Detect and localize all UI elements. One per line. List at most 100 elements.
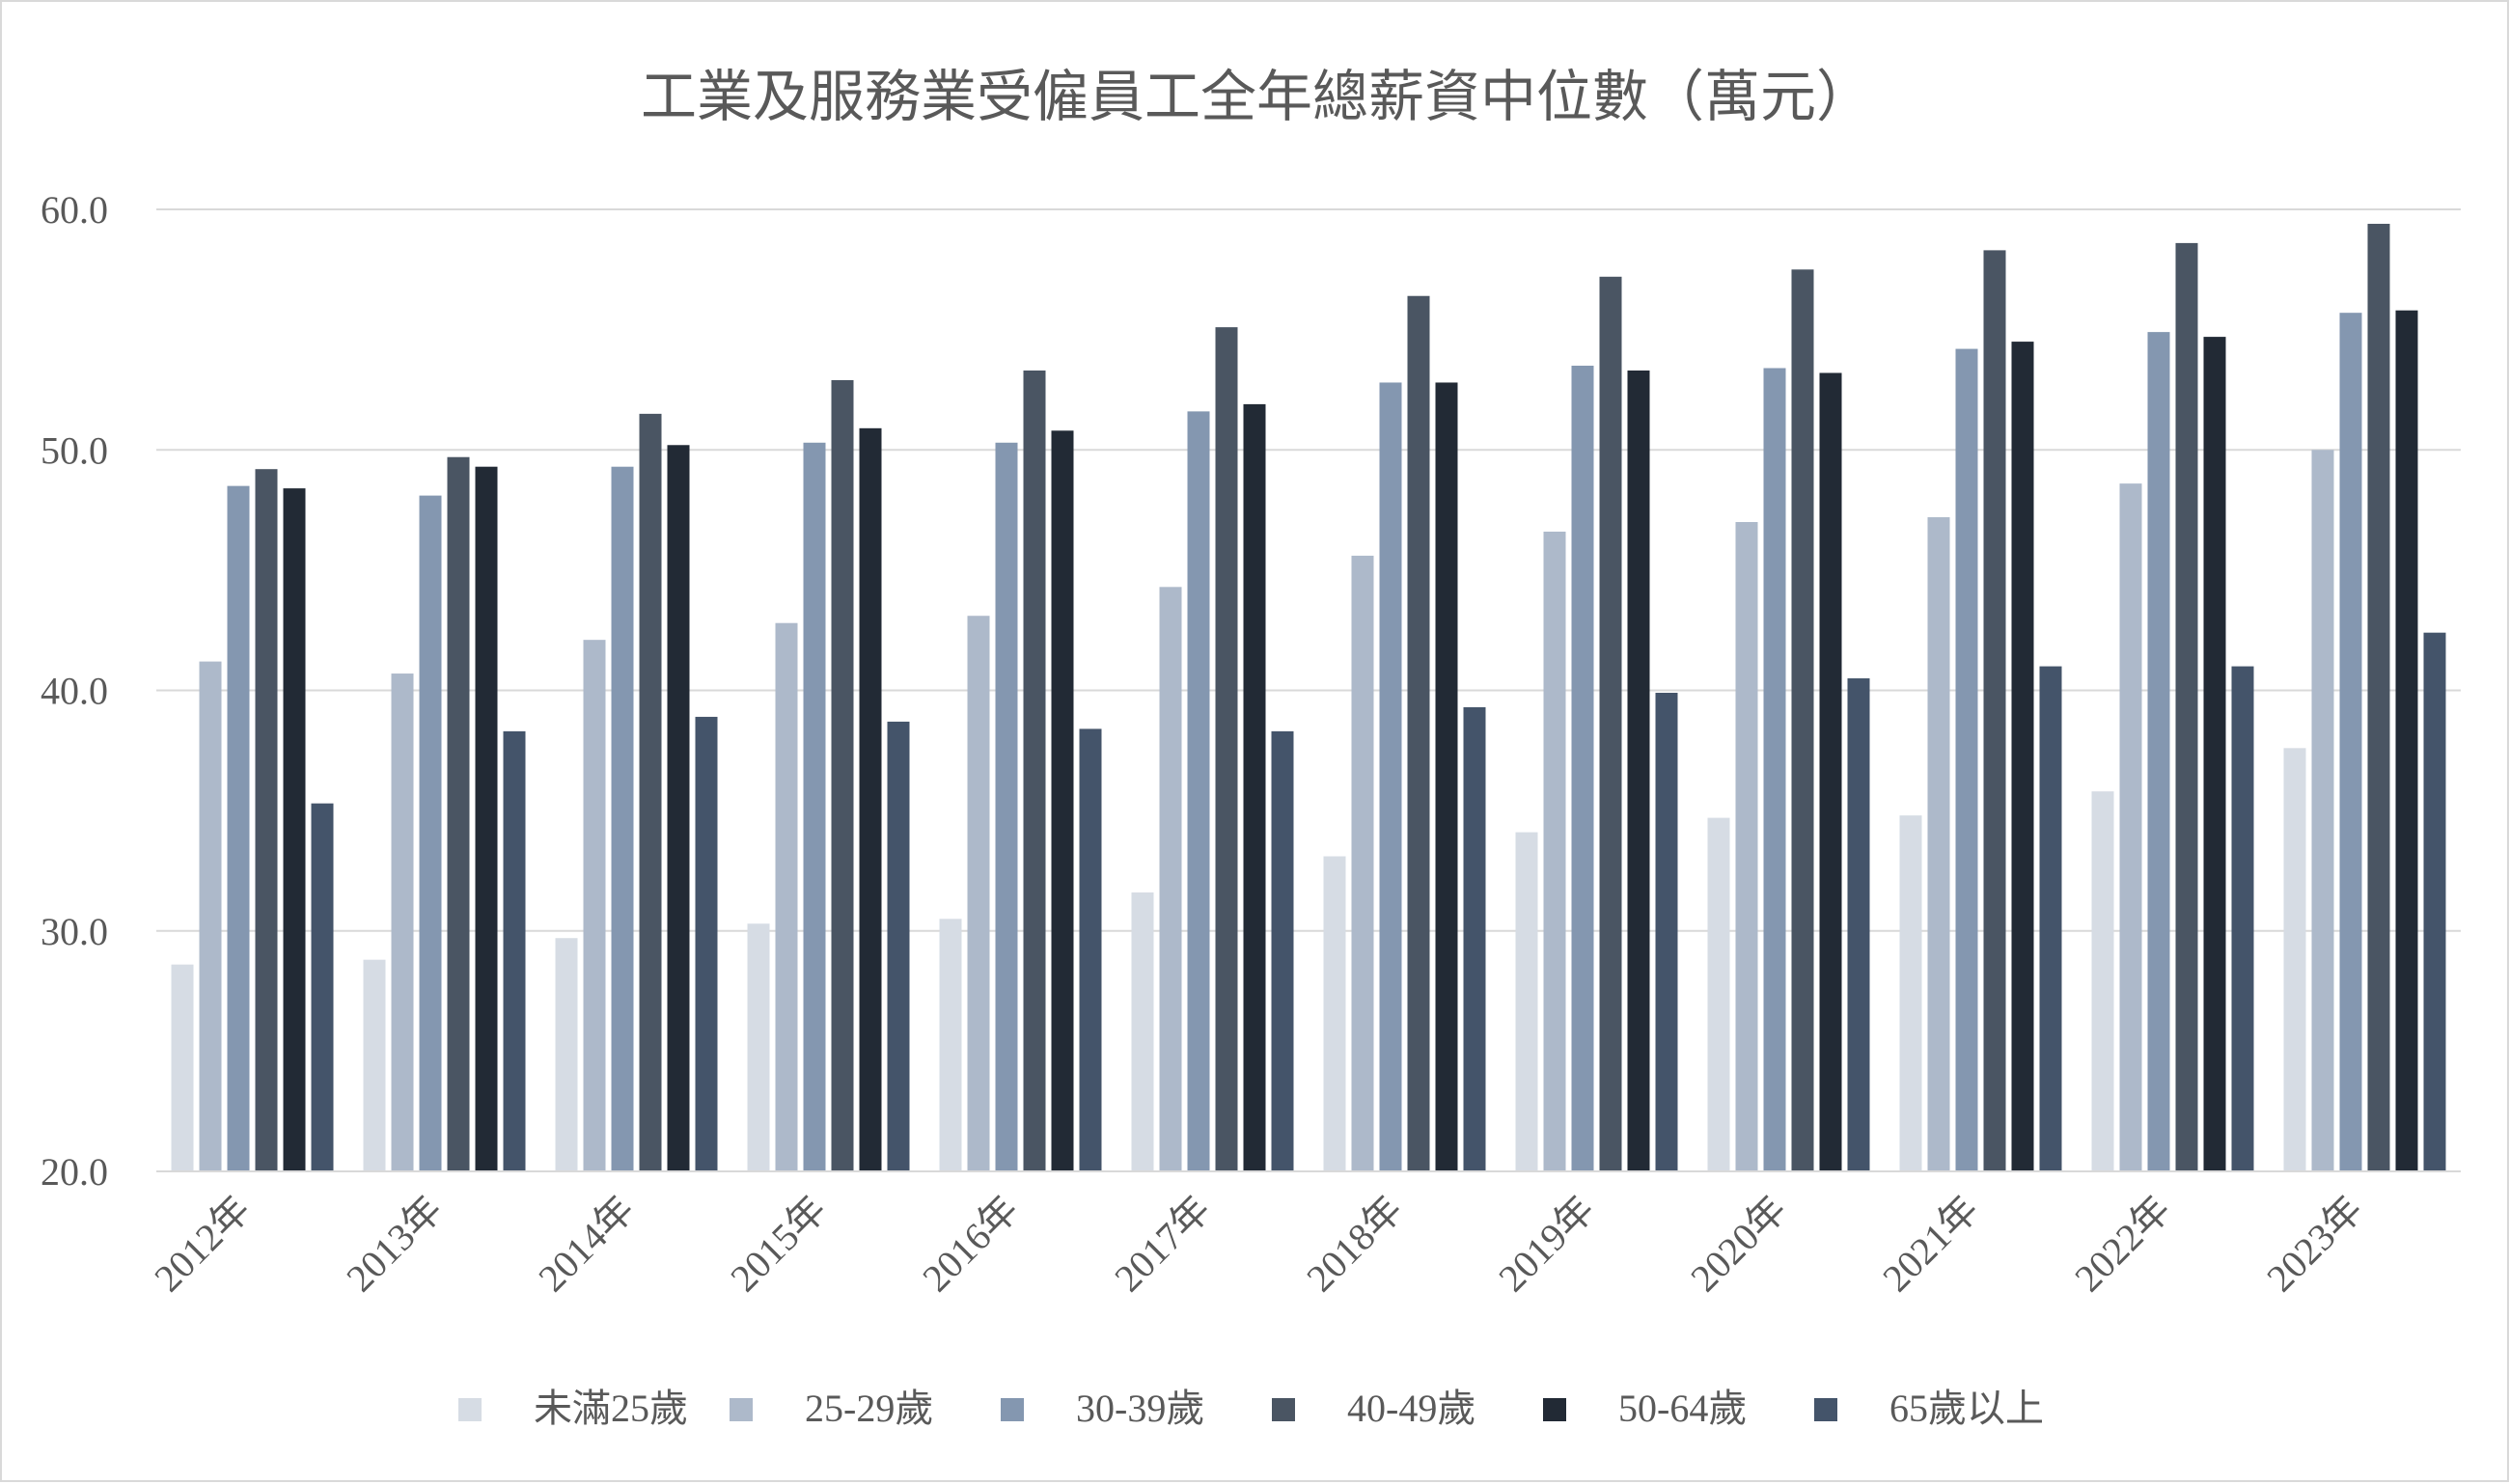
bar: [1543, 531, 1566, 1171]
x-tick-label: 2021年: [1874, 1188, 1987, 1301]
legend-label: 40-49歲: [1347, 1387, 1475, 1430]
bar: [2091, 791, 2114, 1171]
bar: [2119, 483, 2142, 1171]
x-tick-label: 2018年: [1298, 1188, 1411, 1301]
bar: [171, 964, 194, 1171]
legend-swatch: [1001, 1398, 1024, 1421]
bar: [2311, 450, 2334, 1171]
x-tick-label: 2023年: [2258, 1188, 2371, 1301]
bar: [199, 661, 222, 1171]
y-axis-ticks: 20.0 30.0 40.0 50.0 60.0: [41, 188, 108, 1194]
bar: [1707, 817, 1730, 1171]
bar: [1379, 382, 1402, 1172]
bar: [1271, 730, 1294, 1171]
bar: [887, 721, 910, 1171]
bars: [171, 223, 2446, 1172]
bar: [1763, 368, 1786, 1171]
bar: [695, 716, 718, 1171]
bar: [939, 919, 962, 1171]
bar: [1735, 522, 1758, 1171]
legend-swatch: [730, 1398, 753, 1421]
bar: [583, 640, 606, 1171]
x-tick-label: 2017年: [1106, 1188, 1219, 1301]
bar: [1159, 587, 1182, 1171]
bar: [2367, 223, 2390, 1171]
x-tick-label: 2016年: [914, 1188, 1027, 1301]
x-tick-label: 2014年: [530, 1188, 643, 1301]
chart-title: 工業及服務業受僱員工全年總薪資中位數（萬元）: [641, 66, 1872, 128]
bar: [1407, 295, 1430, 1172]
bar: [311, 803, 334, 1171]
legend-swatch: [1543, 1398, 1566, 1421]
bar: [1131, 892, 1154, 1171]
x-tick-label: 2012年: [146, 1188, 259, 1301]
bar: [227, 485, 250, 1171]
bar: [1955, 348, 1978, 1171]
bar: [1515, 832, 1538, 1171]
bar: [967, 616, 990, 1171]
bar: [1023, 370, 1046, 1171]
bar: [747, 923, 770, 1171]
bar: [1215, 327, 1238, 1171]
bar: [1051, 430, 1074, 1171]
bar: [859, 427, 882, 1171]
bar: [803, 442, 826, 1172]
grid-lines: [156, 208, 2461, 932]
bar: [1435, 382, 1458, 1172]
bar: [1323, 856, 1346, 1171]
bar: [2203, 337, 2226, 1171]
bar: [255, 469, 278, 1171]
legend-swatch: [458, 1398, 482, 1421]
bar: [419, 495, 442, 1171]
bar: [447, 456, 470, 1171]
x-tick-label: 2020年: [1682, 1188, 1795, 1301]
bar: [1187, 411, 1210, 1171]
legend-label: 50-64歲: [1618, 1387, 1747, 1430]
y-tick-label: 30.0: [41, 910, 108, 953]
bar: [2339, 313, 2362, 1171]
bar: [283, 488, 306, 1171]
bar: [2283, 748, 2306, 1171]
bar: [639, 413, 662, 1171]
bar: [1463, 706, 1486, 1171]
y-tick-label: 40.0: [41, 670, 108, 713]
bar: [1847, 678, 1870, 1171]
legend-swatch: [1272, 1398, 1295, 1421]
bar: [611, 466, 634, 1171]
bar: [475, 466, 498, 1171]
bar: [2147, 332, 2170, 1171]
legend-label: 未滿25歲: [534, 1387, 688, 1430]
legend-label: 30-39歲: [1076, 1387, 1204, 1430]
legend-swatch: [1814, 1398, 1837, 1421]
bar: [2039, 666, 2062, 1171]
bar: [1079, 728, 1102, 1171]
bar: [1983, 250, 2006, 1171]
bar: [503, 730, 526, 1171]
bar: [1627, 370, 1650, 1171]
bar: [1351, 555, 1374, 1171]
legend-label: 25-29歲: [805, 1387, 933, 1430]
x-tick-label: 2013年: [338, 1188, 451, 1301]
legend-label: 65歲以上: [1889, 1387, 2044, 1430]
bar: [667, 445, 690, 1171]
y-tick-label: 60.0: [41, 188, 108, 232]
bar: [391, 673, 414, 1171]
bar: [775, 622, 798, 1171]
bar: [1819, 372, 1842, 1171]
bar: [2423, 632, 2446, 1171]
bar: [363, 959, 386, 1171]
bar: [1791, 269, 1814, 1171]
bar: [2011, 342, 2034, 1171]
x-axis-ticks: 2012年 2013年 2014年 2015年 2016年 2017年 2018年 2019年…: [146, 1188, 2371, 1301]
bar: [1927, 517, 1950, 1171]
bar: [1599, 276, 1622, 1171]
bar: [831, 379, 854, 1171]
bar: [2175, 242, 2198, 1171]
bar: [1899, 815, 1922, 1171]
bar: [1655, 692, 1678, 1171]
x-tick-label: 2019年: [1490, 1188, 1603, 1301]
y-tick-label: 20.0: [41, 1150, 108, 1194]
bar: [555, 938, 578, 1171]
bar: [1243, 403, 1266, 1172]
